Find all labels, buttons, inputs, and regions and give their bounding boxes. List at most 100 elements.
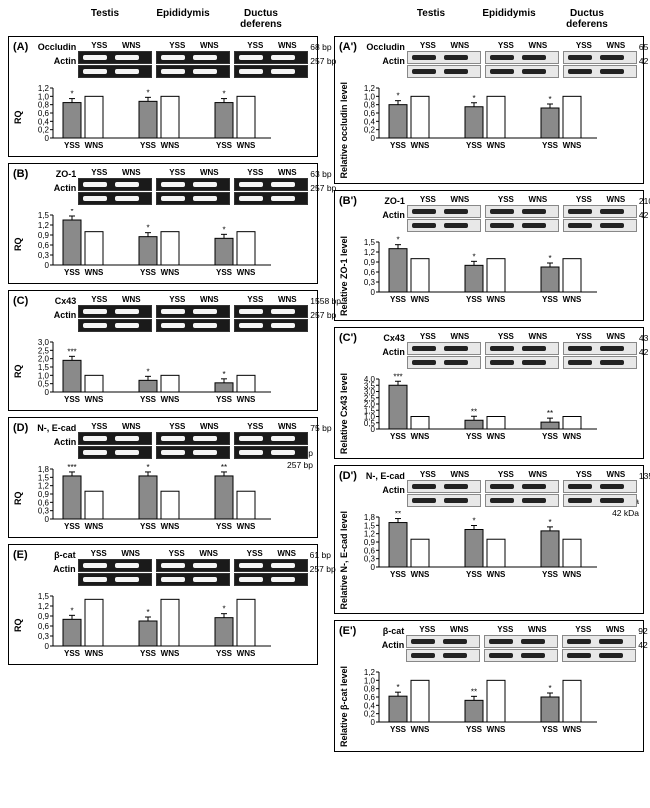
blot-strip <box>407 480 481 493</box>
lane-labels: YSSWNS <box>570 625 628 634</box>
panel-letter: (D') <box>339 470 357 482</box>
blot-strip <box>563 494 637 507</box>
y-axis-label: RQ <box>13 209 25 279</box>
gel-strip <box>156 446 230 459</box>
lane-labels: YSSWNS <box>571 332 629 341</box>
svg-text:YSS: YSS <box>140 141 157 150</box>
panel-A: (A) Occludin Actin YSSWNS YSSWNS YSSWNS … <box>8 36 318 157</box>
svg-text:WNS: WNS <box>487 295 506 304</box>
svg-text:WNS: WNS <box>411 295 430 304</box>
bar-chart: 00,51,01,52,02,53,03,54,0***YSSWNS**YSSW… <box>351 373 601 454</box>
svg-text:YSS: YSS <box>64 522 81 531</box>
svg-text:3,0: 3,0 <box>38 338 50 347</box>
protein-label: N-, E-cad <box>357 470 405 482</box>
gel-strip <box>78 192 152 205</box>
actin-label: Actin <box>28 563 76 575</box>
panel-C': (C') Cx43 Actin YSSWNS YSSWNS YSSWNS 43 … <box>334 327 644 459</box>
svg-text:YSS: YSS <box>216 268 233 277</box>
panel-letter: (E) <box>13 549 28 561</box>
blot-strip <box>563 51 637 64</box>
svg-text:*: * <box>146 463 149 472</box>
svg-text:0,6: 0,6 <box>364 546 376 555</box>
tissue-headers: TestisEpididymisDuctus deferens <box>392 8 644 30</box>
svg-text:**: ** <box>471 688 477 697</box>
bar-chart: 00,30,60,91,21,5*YSSWNS*YSSWNS*YSSWNS <box>25 590 275 660</box>
panel-E: (E) β-cat Actin YSSWNS YSSWNS YSSWNS 61 … <box>8 544 318 665</box>
svg-text:YSS: YSS <box>216 522 233 531</box>
band-size: 42 kDa <box>639 209 650 221</box>
svg-text:WNS: WNS <box>237 141 256 150</box>
gel-strip <box>234 559 308 572</box>
svg-text:1,0: 1,0 <box>38 92 50 101</box>
svg-text:WNS: WNS <box>237 649 256 658</box>
gel-group: YSSWNS <box>406 625 480 662</box>
svg-text:YSS: YSS <box>140 268 157 277</box>
svg-text:1,0: 1,0 <box>38 371 50 380</box>
svg-text:WNS: WNS <box>411 141 430 150</box>
bar-chart: 00,20,40,60,81,01,2*YSSWNS*YSSWNS*YSSWNS <box>25 82 275 152</box>
lane-labels: YSSWNS <box>492 625 550 634</box>
svg-text:0: 0 <box>45 388 50 397</box>
blot-strip <box>407 65 481 78</box>
svg-text:*: * <box>222 225 225 234</box>
panel-C: (C) Cx43 Actin YSSWNS YSSWNS YSSWNS 1558… <box>8 290 318 411</box>
band-size: 65 kDa <box>639 41 650 53</box>
svg-text:0,3: 0,3 <box>364 278 376 287</box>
actin-label: Actin <box>357 55 405 67</box>
gel-strip <box>78 432 152 445</box>
gel-group: YSSWNS <box>485 332 559 369</box>
svg-text:WNS: WNS <box>411 570 430 579</box>
svg-text:*: * <box>472 516 475 525</box>
svg-text:*: * <box>146 608 149 617</box>
lane-labels: YSSWNS <box>242 422 300 431</box>
lane-labels: YSSWNS <box>86 422 144 431</box>
svg-text:2,0: 2,0 <box>38 355 50 364</box>
svg-text:*: * <box>146 88 149 97</box>
svg-text:1,2: 1,2 <box>364 248 376 257</box>
gel-strip <box>234 51 308 64</box>
gel-group: YSSWNS <box>78 168 152 205</box>
blot-strip <box>485 494 559 507</box>
gel-strip <box>234 305 308 318</box>
svg-text:YSS: YSS <box>216 395 233 404</box>
gel-strip <box>234 319 308 332</box>
lane-labels: YSSWNS <box>415 332 473 341</box>
svg-text:0,9: 0,9 <box>38 490 50 499</box>
svg-text:0,6: 0,6 <box>364 109 376 118</box>
svg-text:0,2: 0,2 <box>364 126 376 135</box>
band-size: 92 kDa <box>638 625 650 637</box>
gel-strip <box>78 51 152 64</box>
panel-letter: (E') <box>339 625 356 637</box>
gel-strip <box>78 446 152 459</box>
band-size: 210 kDa <box>639 195 650 207</box>
panel-letter: (D) <box>13 422 28 434</box>
left-column: TestisEpididymisDuctus deferens (A) Occl… <box>8 8 318 752</box>
svg-text:1,0: 1,0 <box>364 677 376 686</box>
svg-text:YSS: YSS <box>140 649 157 658</box>
svg-text:WNS: WNS <box>487 432 506 441</box>
blot-strip <box>485 480 559 493</box>
svg-text:1,5: 1,5 <box>38 592 50 601</box>
svg-text:YSS: YSS <box>216 141 233 150</box>
svg-text:1,2: 1,2 <box>364 529 376 538</box>
gel-group: YSSWNS <box>78 422 152 459</box>
gel-strip <box>234 432 308 445</box>
svg-text:YSS: YSS <box>466 725 483 734</box>
lane-labels: YSSWNS <box>86 549 144 558</box>
svg-text:0,4: 0,4 <box>364 117 376 126</box>
svg-text:YSS: YSS <box>542 725 559 734</box>
svg-text:0,8: 0,8 <box>364 101 376 110</box>
blot-strip <box>406 635 480 648</box>
blot-strip <box>563 205 637 218</box>
svg-text:*: * <box>70 90 73 99</box>
gel-strip <box>156 559 230 572</box>
gel-area: YSSWNS YSSWNS YSSWNS <box>407 332 637 369</box>
lane-labels: YSSWNS <box>415 195 473 204</box>
protein-label: β-cat <box>356 625 404 637</box>
lane-labels: YSSWNS <box>493 332 551 341</box>
lane-labels: YSSWNS <box>164 549 222 558</box>
svg-text:WNS: WNS <box>161 395 180 404</box>
svg-text:**: ** <box>471 407 477 416</box>
svg-text:YSS: YSS <box>64 268 81 277</box>
gel-area: YSSWNS YSSWNS YSSWNS <box>407 41 637 78</box>
